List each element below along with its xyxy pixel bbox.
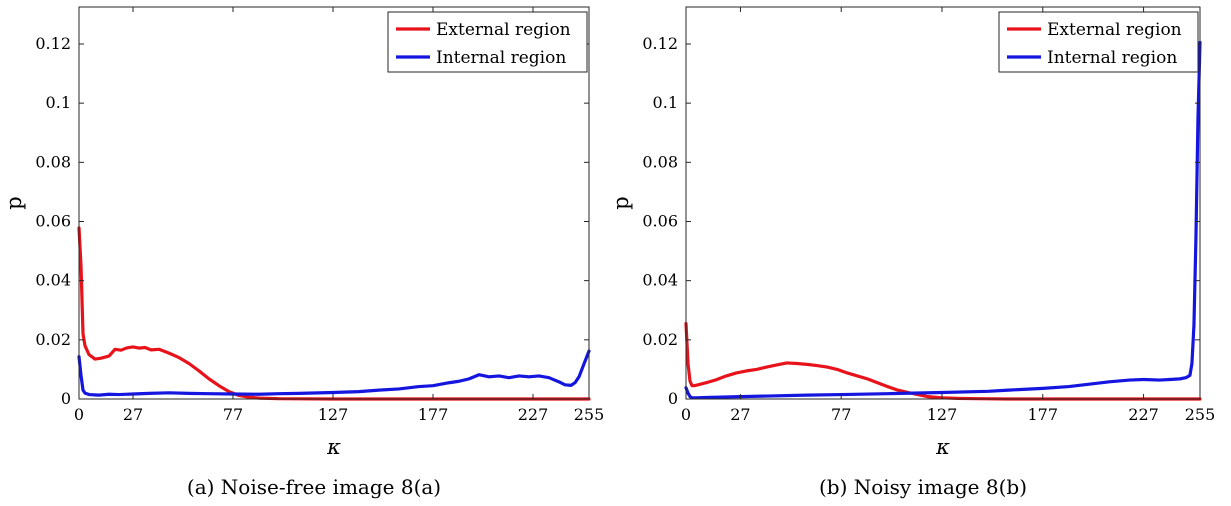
y-tick-label: 0.02: [642, 330, 678, 349]
legend: External region Internal region: [998, 11, 1199, 73]
x-tick-label: 255: [1185, 405, 1216, 424]
x-tick-label: 255: [574, 405, 605, 424]
series-line-external: [684, 321, 1202, 401]
y-tick-label: 0.1: [653, 93, 678, 112]
series-group: [684, 40, 1202, 401]
x-axis-label: κ: [326, 435, 341, 459]
figure-caption: (b) Noisy image 8(b): [819, 475, 1027, 499]
legend-label-external: External region: [436, 20, 571, 40]
x-tick-label: 227: [1128, 405, 1159, 424]
x-tick-label: 177: [418, 405, 449, 424]
x-tick-label: 127: [927, 405, 958, 424]
x-tick-label: 0: [681, 405, 691, 424]
y-tick-label: 0.1: [46, 93, 71, 112]
legend: External region Internal region: [387, 11, 588, 73]
figure-caption: (a) Noise-free image 8(a): [187, 475, 441, 499]
axes-frame: [78, 6, 590, 400]
series-line-internal: [77, 349, 591, 397]
y-tick-label: 0.08: [642, 152, 678, 171]
y-tick-label: 0.06: [35, 211, 71, 230]
x-tick-label: 177: [1028, 405, 1059, 424]
x-tick-label: 77: [831, 405, 851, 424]
legend-label-internal: Internal region: [1047, 48, 1177, 68]
legend-box: [387, 11, 588, 73]
y-tick-label: 0.08: [35, 152, 71, 171]
legend-label-internal: Internal region: [436, 48, 566, 68]
chart-noisy: 0 0.02 0.04 0.06 0.08 0.1 0.12 0 27 77 127 177 227 25…: [609, 6, 1216, 499]
y-tick-label: 0.04: [35, 271, 71, 290]
x-tick-label: 227: [518, 405, 549, 424]
legend-label-external: External region: [1047, 20, 1182, 40]
y-tick-label: 0: [668, 389, 678, 408]
series-line-internal: [684, 40, 1202, 400]
y-tick-label: 0.02: [35, 330, 71, 349]
y-axis-label: p: [609, 196, 633, 209]
legend-box: [998, 11, 1199, 73]
y-tick-label: 0: [61, 389, 71, 408]
axes-frame: [685, 6, 1201, 400]
x-axis-label: κ: [935, 435, 950, 459]
y-tick-label: 0.12: [642, 34, 678, 53]
x-tick-label: 0: [74, 405, 84, 424]
y-tick-label: 0.06: [642, 211, 678, 230]
series-line-external: [77, 226, 591, 401]
y-tick-label: 0.12: [35, 34, 71, 53]
series-group: [77, 226, 591, 401]
chart-noise-free: 0 0.02 0.04 0.06 0.08 0.1 0.12 0 27 77 127 177 227 25…: [2, 6, 605, 499]
x-tick-label: 127: [318, 405, 349, 424]
x-tick-label: 27: [123, 405, 143, 424]
x-tick-label: 27: [730, 405, 750, 424]
y-tick-label: 0.04: [642, 271, 678, 290]
x-tick-label: 77: [223, 405, 243, 424]
y-axis-label: p: [2, 196, 26, 209]
